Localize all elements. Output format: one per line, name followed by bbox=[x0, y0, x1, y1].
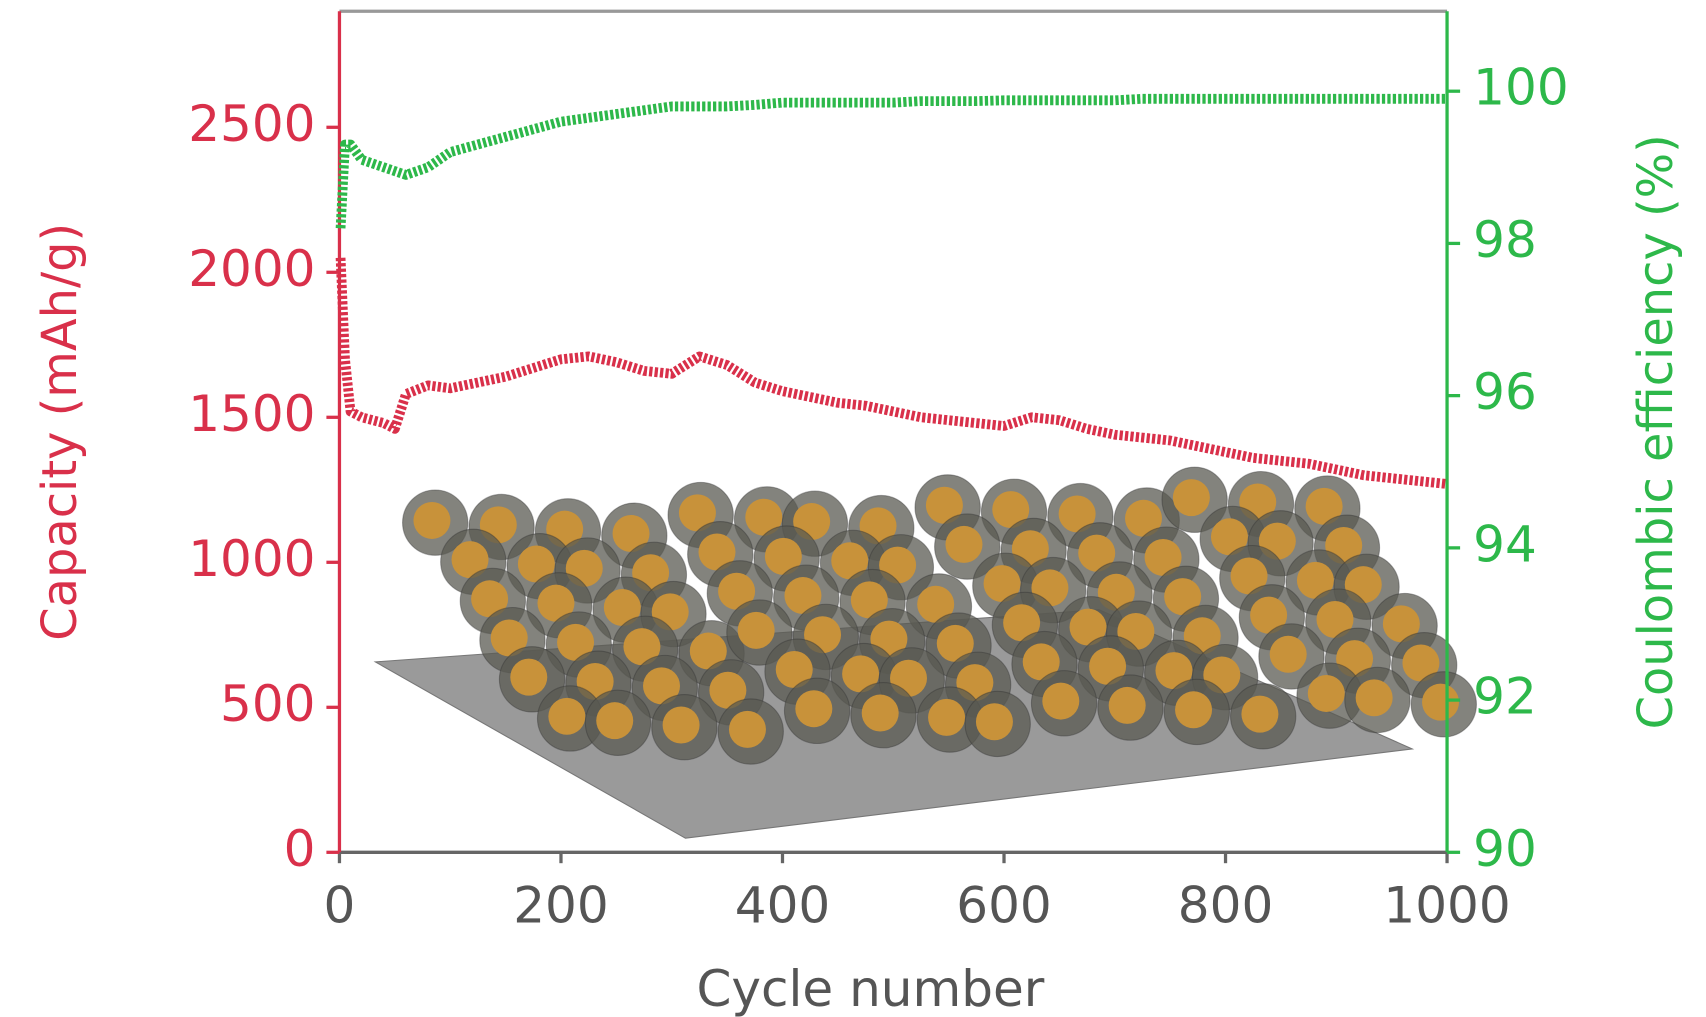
sphere-core bbox=[945, 525, 983, 563]
sphere-core bbox=[471, 580, 509, 618]
sphere-core bbox=[1078, 534, 1116, 572]
y2-tick-label: 92 bbox=[1473, 668, 1537, 726]
sphere-core bbox=[1058, 495, 1096, 533]
sphere-core bbox=[1250, 596, 1288, 634]
sphere-core bbox=[992, 491, 1030, 529]
sphere-core bbox=[1155, 652, 1193, 690]
sphere-core bbox=[728, 710, 766, 748]
sphere-core bbox=[1125, 499, 1162, 537]
sphere-core bbox=[557, 623, 595, 661]
sphere-core bbox=[1422, 683, 1460, 721]
y2-tick-label: 96 bbox=[1473, 363, 1537, 421]
y-tick-label: 500 bbox=[220, 675, 316, 733]
sphere-core bbox=[917, 585, 955, 623]
y-tick-label: 0 bbox=[284, 820, 316, 878]
sphere-core bbox=[596, 702, 634, 740]
sphere-core bbox=[784, 577, 822, 615]
sphere-core bbox=[775, 651, 813, 689]
sphere-core bbox=[764, 537, 802, 575]
y2-tick-label: 100 bbox=[1473, 59, 1569, 117]
sphere-core bbox=[490, 619, 528, 657]
y2-axis-label: Coulombic efficiency (%) bbox=[1629, 134, 1684, 729]
sphere-core bbox=[612, 515, 650, 553]
x-tick-label: 800 bbox=[1178, 876, 1274, 934]
sphere-core bbox=[1108, 686, 1146, 724]
x-tick-label: 600 bbox=[956, 876, 1052, 934]
sphere-core bbox=[623, 628, 661, 666]
sphere-core bbox=[451, 541, 489, 579]
sphere-core bbox=[718, 572, 756, 610]
x-tick-label: 200 bbox=[513, 876, 609, 934]
sphere-core bbox=[678, 494, 716, 532]
sphere-core bbox=[795, 690, 833, 728]
sphere-core bbox=[737, 611, 775, 649]
y2-tick-label: 90 bbox=[1473, 820, 1537, 878]
sphere-core bbox=[1144, 538, 1182, 576]
sphere-core bbox=[745, 498, 783, 536]
sphere-core bbox=[1042, 682, 1080, 720]
sphere-core bbox=[1307, 674, 1345, 712]
y-tick-label: 2500 bbox=[188, 95, 315, 153]
sphere-core bbox=[1089, 647, 1127, 685]
sphere-core bbox=[1022, 643, 1060, 681]
sphere-core bbox=[643, 667, 681, 705]
sphere-core bbox=[928, 698, 966, 736]
sphere-core bbox=[1069, 608, 1107, 646]
sphere-core bbox=[1355, 679, 1393, 717]
sphere-core bbox=[1164, 578, 1202, 616]
sphere-core bbox=[537, 584, 575, 622]
sphere-core bbox=[698, 533, 736, 571]
sphere-core bbox=[1172, 479, 1210, 517]
sphere-core bbox=[1316, 600, 1354, 638]
x-tick-label: 1000 bbox=[1383, 876, 1510, 934]
sphere-core bbox=[925, 486, 963, 524]
sphere-core bbox=[831, 542, 869, 580]
sphere-core bbox=[1305, 487, 1343, 525]
sphere-core bbox=[850, 581, 888, 619]
sphere-core bbox=[1241, 695, 1279, 733]
sphere-core bbox=[662, 706, 700, 744]
y2-tick-label: 94 bbox=[1473, 515, 1537, 573]
sphere-core bbox=[1382, 605, 1420, 643]
y-axis-label: Capacity (mAh/g) bbox=[33, 223, 88, 641]
sphere-core bbox=[1402, 644, 1440, 682]
sphere-core bbox=[510, 658, 548, 696]
y-tick-label: 1500 bbox=[188, 385, 315, 443]
sphere-core bbox=[689, 632, 727, 670]
sphere-core bbox=[936, 624, 974, 662]
sphere-core bbox=[1210, 518, 1248, 556]
sphere-core bbox=[861, 694, 899, 732]
inset-illustration bbox=[373, 466, 1477, 839]
sphere-core bbox=[983, 565, 1021, 603]
y-tick-label: 1000 bbox=[188, 530, 315, 588]
sphere-core bbox=[1230, 557, 1268, 595]
sphere-core bbox=[709, 671, 747, 709]
sphere-core bbox=[1296, 561, 1334, 599]
sphere-core bbox=[1175, 691, 1213, 729]
sphere-core bbox=[1003, 604, 1041, 642]
sphere-core bbox=[1269, 635, 1307, 673]
sphere-core bbox=[517, 545, 555, 583]
sphere-core bbox=[548, 697, 586, 735]
sphere-core bbox=[975, 703, 1013, 741]
sphere-core bbox=[603, 589, 641, 627]
x-axis-label: Cycle number bbox=[696, 960, 1044, 1017]
y-tick-label: 2000 bbox=[188, 240, 315, 298]
x-tick-label: 0 bbox=[324, 876, 356, 934]
sphere-core bbox=[842, 655, 880, 693]
data-line bbox=[335, 257, 1448, 489]
y2-tick-label: 98 bbox=[1473, 211, 1537, 269]
sphere-core bbox=[413, 501, 451, 539]
data-line bbox=[335, 93, 1448, 229]
x-tick-label: 400 bbox=[735, 876, 831, 934]
